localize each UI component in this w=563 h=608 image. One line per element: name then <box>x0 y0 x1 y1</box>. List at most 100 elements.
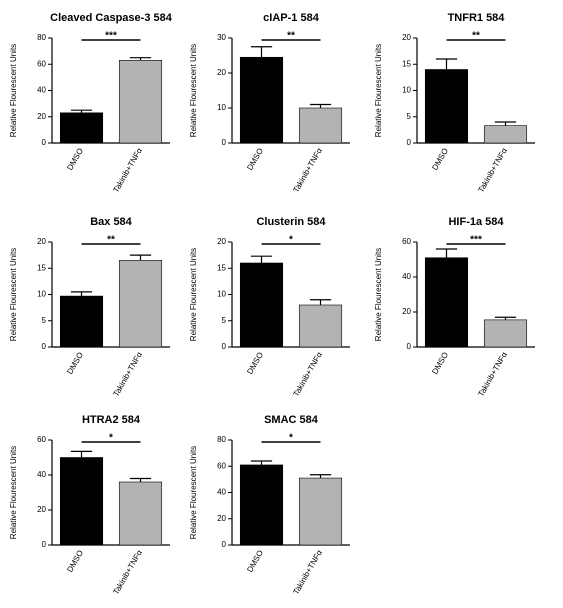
y-tick-label: 80 <box>37 33 46 42</box>
x-tick-label: Takinib+TNFα <box>111 146 144 194</box>
significance-label: ** <box>472 31 480 42</box>
bar <box>298 107 343 144</box>
y-axis-label: Relative Flourescent Units <box>9 446 18 539</box>
y-axis-label: Relative Flourescent Units <box>9 248 18 341</box>
chart-panel: HIF-1a 584 Relative Flourescent Units 0 20 4… <box>374 216 535 398</box>
chart-title: Clusterin 584 <box>256 216 326 228</box>
chart-title: HTRA2 584 <box>82 414 141 426</box>
x-tick-label: DMSO <box>245 549 265 574</box>
chart-panel: TNFR1 584 Relative Flourescent Units 0 5 10 1… <box>374 12 535 194</box>
y-axis-label: Relative Flourescent Units <box>9 44 18 137</box>
y-tick-label: 20 <box>402 307 411 316</box>
y-tick-label: 20 <box>37 112 46 121</box>
bar <box>118 60 163 144</box>
chart-panel: SMAC 584 Relative Flourescent Units 0 20 40 6… <box>189 414 350 596</box>
significance-label: * <box>289 235 293 246</box>
y-tick-label: 40 <box>37 86 46 95</box>
significance-label: * <box>289 433 293 444</box>
y-tick-label: 60 <box>402 237 411 246</box>
chart-panel: Cleaved Caspase-3 584 Relative Flourescen… <box>9 12 173 194</box>
y-tick-label: 10 <box>37 290 46 299</box>
x-tick-label: Takinib+TNFα <box>291 548 324 596</box>
bar <box>298 477 343 546</box>
y-tick-label: 0 <box>407 342 412 351</box>
significance-label: ** <box>287 31 295 42</box>
bar <box>483 125 528 144</box>
bar <box>483 319 528 348</box>
y-tick-label: 40 <box>217 488 226 497</box>
chart-panel: Clusterin 584 Relative Flourescent Units 0… <box>189 216 350 398</box>
y-tick-label: 60 <box>37 59 46 68</box>
y-tick-label: 5 <box>407 112 412 121</box>
y-tick-label: 20 <box>217 514 226 523</box>
chart-title: HIF-1a 584 <box>448 216 504 228</box>
y-tick-label: 10 <box>217 290 226 299</box>
y-axis-label: Relative Flourescent Units <box>189 44 198 137</box>
y-tick-label: 40 <box>37 470 46 479</box>
x-tick-label: DMSO <box>65 351 85 376</box>
bar <box>59 112 104 144</box>
y-tick-label: 20 <box>217 68 226 77</box>
y-tick-label: 15 <box>37 263 46 272</box>
bar <box>59 295 104 348</box>
chart-title: Bax 584 <box>90 216 132 228</box>
y-tick-label: 10 <box>402 86 411 95</box>
x-tick-label: DMSO <box>245 351 265 376</box>
x-tick-label: Takinib+TNFα <box>291 146 324 194</box>
y-tick-label: 40 <box>402 272 411 281</box>
y-tick-label: 0 <box>42 342 47 351</box>
bar <box>59 457 104 546</box>
y-tick-label: 20 <box>402 33 411 42</box>
y-tick-label: 0 <box>222 138 227 147</box>
bar <box>239 56 284 144</box>
chart-title: TNFR1 584 <box>448 12 506 24</box>
chart-title: SMAC 584 <box>264 414 319 426</box>
chart-title: cIAP-1 584 <box>263 12 320 24</box>
y-tick-label: 5 <box>42 316 47 325</box>
y-axis-label: Relative Flourescent Units <box>189 446 198 539</box>
x-tick-label: DMSO <box>430 351 450 376</box>
y-tick-label: 0 <box>222 540 227 549</box>
chart-panel: HTRA2 584 Relative Flourescent Units 0 20 40… <box>9 414 170 596</box>
y-tick-label: 60 <box>37 435 46 444</box>
x-tick-label: DMSO <box>245 147 265 172</box>
chart-title: Cleaved Caspase-3 584 <box>50 12 173 24</box>
y-tick-label: 20 <box>37 505 46 514</box>
y-tick-label: 80 <box>217 435 226 444</box>
bar <box>424 69 469 144</box>
chart-panel: Bax 584 Relative Flourescent Units 0 5 10 15 2… <box>9 216 170 398</box>
bar <box>424 257 469 348</box>
y-tick-label: 0 <box>222 342 227 351</box>
significance-label: * <box>109 433 113 444</box>
y-tick-label: 20 <box>37 237 46 246</box>
significance-label: *** <box>470 235 482 246</box>
y-tick-label: 5 <box>222 316 227 325</box>
x-tick-label: DMSO <box>65 549 85 574</box>
x-tick-label: Takinib+TNFα <box>476 350 509 398</box>
bar <box>118 260 163 348</box>
x-tick-label: Takinib+TNFα <box>111 548 144 596</box>
x-tick-label: DMSO <box>430 147 450 172</box>
y-axis-label: Relative Flourescent Units <box>189 248 198 341</box>
bar <box>239 262 284 348</box>
y-axis-label: Relative Flourescent Units <box>374 44 383 137</box>
y-tick-label: 0 <box>42 138 47 147</box>
x-tick-label: Takinib+TNFα <box>476 146 509 194</box>
y-axis-label: Relative Flourescent Units <box>374 248 383 341</box>
bar <box>298 304 343 348</box>
y-tick-label: 0 <box>407 138 412 147</box>
significance-label: *** <box>105 31 117 42</box>
y-tick-label: 60 <box>217 461 226 470</box>
y-tick-label: 15 <box>402 59 411 68</box>
bar <box>239 464 284 546</box>
significance-label: ** <box>107 235 115 246</box>
y-tick-label: 15 <box>217 263 226 272</box>
x-tick-label: Takinib+TNFα <box>111 350 144 398</box>
y-tick-label: 20 <box>217 237 226 246</box>
x-tick-label: Takinib+TNFα <box>291 350 324 398</box>
x-tick-label: DMSO <box>65 147 85 172</box>
bar <box>118 481 163 546</box>
y-tick-label: 0 <box>42 540 47 549</box>
